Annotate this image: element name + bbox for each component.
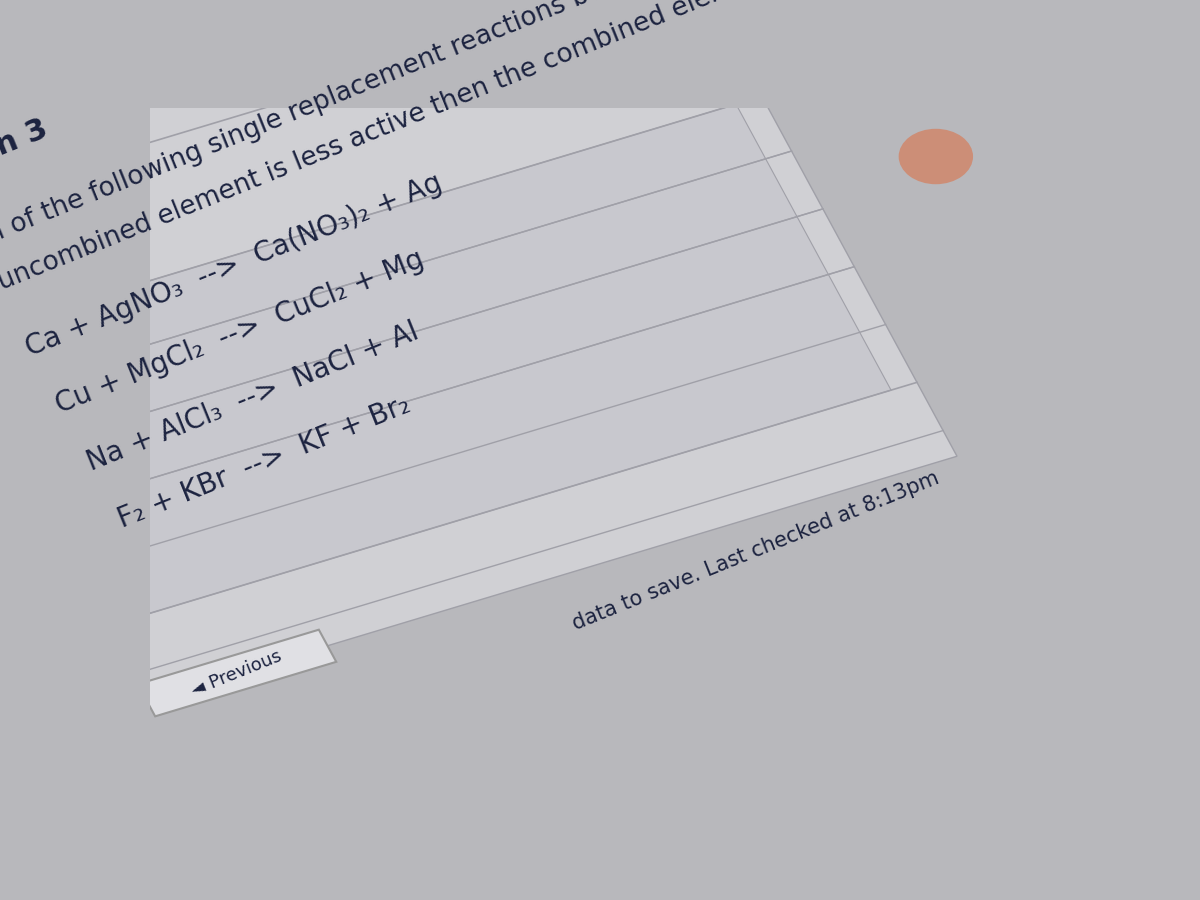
Text: the uncombined element is less active then the combined element it would replace: the uncombined element is less active th…	[0, 0, 995, 315]
Text: Ca + AgNO₃  -->  Ca(NO₃)₂ + Ag: Ca + AgNO₃ --> Ca(NO₃)₂ + Ag	[22, 169, 446, 362]
Circle shape	[899, 129, 973, 184]
Text: F₂ + KBr  -->  KF + Br₂: F₂ + KBr --> KF + Br₂	[114, 390, 414, 533]
Text: Cu + MgCl₂  -->  CuCl₂ + Mg: Cu + MgCl₂ --> CuCl₂ + Mg	[52, 245, 428, 418]
Polygon shape	[138, 630, 336, 716]
Text: ◄ Previous: ◄ Previous	[190, 647, 284, 699]
Text: Na + AlCl₃  -->  NaCl + Al: Na + AlCl₃ --> NaCl + Al	[83, 318, 424, 477]
Text: Which of the following single replacement reactions below does NOT occur because: Which of the following single replacemen…	[0, 0, 962, 274]
Text: data to save. Last checked at 8:13pm: data to save. Last checked at 8:13pm	[569, 468, 942, 634]
Text: Question 3: Question 3	[0, 115, 52, 212]
Polygon shape	[0, 104, 892, 624]
Polygon shape	[0, 0, 958, 706]
Polygon shape	[0, 0, 671, 178]
